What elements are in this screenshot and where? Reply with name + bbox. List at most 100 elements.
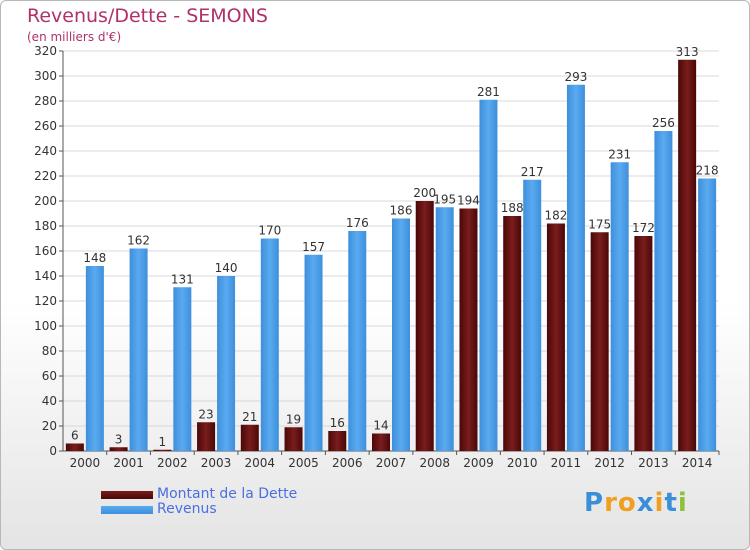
x-tick-label: 2010 [507,456,538,470]
x-tick-label: 2013 [638,456,669,470]
x-tick-label: 2011 [551,456,582,470]
debt-bar [65,443,84,451]
revenue-bar [348,231,367,451]
logo-letter: t [664,488,678,518]
x-tick-label: 2002 [157,456,188,470]
revenue-value-label: 131 [171,272,194,286]
chart-subtitle: (en milliers d'€) [27,30,122,44]
debt-value-label: 200 [413,186,436,200]
debt-value-label: 188 [501,201,524,215]
debt-bar [503,216,522,451]
revenue-value-label: 195 [433,192,456,206]
debt-bar [459,208,478,451]
revenue-value-label: 148 [83,251,106,265]
revenue-value-label: 281 [477,85,500,99]
y-tick-label: 40 [42,394,57,408]
y-tick-label: 0 [49,444,57,458]
debt-value-label: 1 [159,435,167,449]
revenue-value-label: 256 [652,116,675,130]
debt-bar [372,433,390,451]
revenue-swatch [101,505,153,514]
y-tick-label: 180 [34,219,57,233]
debt-bar [634,236,653,451]
revenue-bar [217,276,236,451]
revenue-bar [610,162,629,451]
debt-bar [109,447,128,451]
debt-bar [284,427,303,451]
debt-bar [415,201,434,451]
debt-value-label: 21 [242,410,257,424]
debt-value-label: 172 [632,221,655,235]
x-tick-label: 2003 [201,456,232,470]
y-tick-label: 220 [34,169,57,183]
legend-item-debt: Montant de la Dette [101,487,297,502]
debt-value-label: 14 [373,419,388,433]
y-tick-label: 320 [34,44,57,58]
y-tick-label: 60 [42,369,57,383]
logo-letter: i [677,488,688,518]
revenue-bar [173,287,192,451]
debt-value-label: 23 [198,407,213,421]
logo-letter: i [654,488,665,518]
revenue-bar [85,266,104,451]
x-tick-label: 2000 [70,456,101,470]
x-tick-label: 2007 [376,456,407,470]
y-tick-label: 160 [34,244,57,258]
x-tick-label: 2005 [288,456,319,470]
x-tick-label: 2012 [594,456,625,470]
proxiti-logo: Proxiti [584,488,688,518]
debt-value-label: 313 [676,45,699,59]
x-tick-label: 2006 [332,456,363,470]
revenue-value-label: 176 [346,216,369,230]
logo-letter: o [617,488,637,518]
y-tick-label: 280 [34,94,57,108]
logo-letter: P [584,488,605,518]
legend-item-revenue: Revenus [101,502,297,517]
debt-bar [240,424,259,451]
logo-letter: r [604,488,618,518]
revenue-value-label: 140 [215,261,238,275]
y-tick-label: 20 [42,419,57,433]
revenue-bar [304,254,323,451]
revenue-bar [129,248,148,451]
revenue-value-label: 186 [390,204,413,218]
debt-value-label: 175 [588,217,611,231]
revenue-bar [654,131,673,451]
y-tick-label: 300 [34,69,57,83]
debt-bar [546,223,565,451]
y-tick-label: 100 [34,319,57,333]
debt-value-label: 6 [71,429,79,443]
revenue-bar [479,99,498,451]
revenue-value-label: 217 [521,165,544,179]
x-tick-label: 2004 [245,456,276,470]
debt-value-label: 19 [286,412,301,426]
debt-value-label: 182 [544,209,567,223]
y-tick-label: 120 [34,294,57,308]
revenue-value-label: 162 [127,234,150,248]
debt-bar [328,431,347,451]
y-tick-label: 260 [34,119,57,133]
legend-label-debt: Montant de la Dette [157,486,298,502]
debt-value-label: 16 [330,416,345,430]
revenue-bar [523,179,542,451]
debt-swatch [101,490,153,499]
revenue-value-label: 157 [302,240,325,254]
debt-bar [153,449,172,451]
y-tick-label: 80 [42,344,57,358]
x-tick-label: 2009 [463,456,494,470]
debt-bar [678,59,697,451]
y-tick-label: 200 [34,194,57,208]
revenue-value-label: 293 [564,70,587,84]
revenue-bar [392,218,410,451]
x-tick-label: 2001 [113,456,144,470]
y-tick-label: 140 [34,269,57,283]
debt-value-label: 3 [115,432,123,446]
revenue-bar [435,207,454,451]
revenue-bar [260,238,279,451]
legend-label-revenue: Revenus [157,501,217,517]
debt-bar [197,422,216,451]
x-tick-label: 2014 [682,456,713,470]
chart-title: Revenus/Dette - SEMONS [27,5,268,27]
y-tick-label: 240 [34,144,57,158]
